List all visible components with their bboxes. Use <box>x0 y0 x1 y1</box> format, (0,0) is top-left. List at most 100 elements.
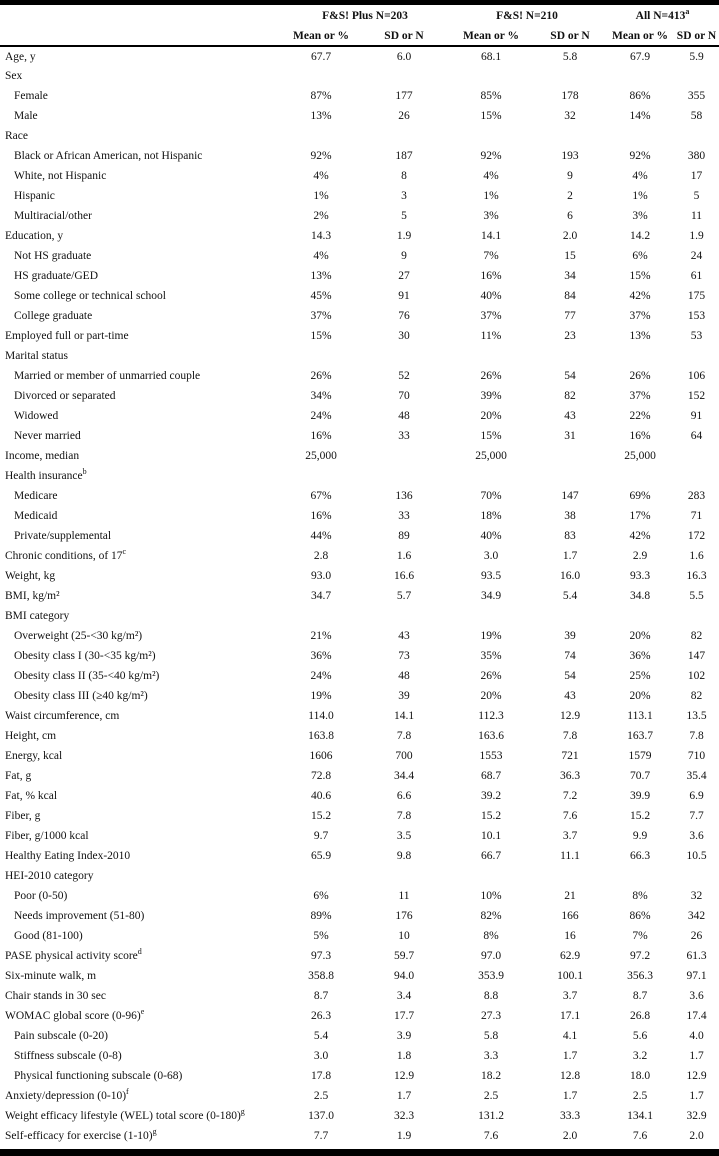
cell-value: 5 <box>401 210 407 222</box>
cell-value: 7.6 <box>562 810 578 822</box>
row-label: Hispanic <box>14 190 55 202</box>
cell-value: 7.7 <box>313 1130 329 1142</box>
cell-value <box>448 346 534 366</box>
row-label: Waist circumference, cm <box>5 710 120 722</box>
cell-value: 86% <box>629 910 651 922</box>
cell-value: 91 <box>690 410 703 422</box>
row-footnote-marker: c <box>122 547 127 557</box>
cell-value <box>360 466 448 486</box>
cell-value: 37% <box>310 310 332 322</box>
cell-value: 45% <box>310 290 332 302</box>
table-body: Age, y 67.7 6.0 68.1 5.8 67.9 5.9 Sex Fe… <box>0 46 719 1146</box>
cell-value: 1.9 <box>689 230 704 242</box>
cell-value: 353.9 <box>478 970 504 982</box>
cell-value: 102 <box>687 670 706 682</box>
cell-value <box>360 866 448 886</box>
cell-value: 113.1 <box>627 710 653 722</box>
cell-value <box>606 346 674 366</box>
group-header-label: All N=413 <box>635 9 686 22</box>
row-label: Divorced or separated <box>14 390 116 402</box>
subheader-sd-3: SD or N <box>676 29 717 42</box>
cell-value: 16.0 <box>559 570 581 582</box>
table-row: Healthy Eating Index-2010 65.9 9.8 66.7 … <box>0 846 719 866</box>
table-row: Medicare 67% 136 70% 147 69% 283 <box>0 486 719 506</box>
cell-value: 15% <box>629 270 651 282</box>
cell-value: 4% <box>313 170 329 182</box>
cell-value: 1553 <box>479 750 503 762</box>
row-label: Medicare <box>14 490 58 502</box>
cell-value: 26.3 <box>310 1010 332 1022</box>
cell-value: 137.0 <box>308 1110 334 1122</box>
cell-value: 193 <box>561 150 579 162</box>
cell-value: 66.3 <box>629 850 651 862</box>
cell-value: 82 <box>690 630 703 642</box>
cell-value: 8.7 <box>632 990 648 1002</box>
cell-value: 48 <box>398 410 410 422</box>
cell-value: 5.6 <box>632 1030 648 1042</box>
cell-value: 74 <box>564 650 576 662</box>
row-label: Some college or technical school <box>14 290 167 302</box>
table-row: Good (81-100) 5% 10 8% 16 7% 26 <box>0 926 719 946</box>
cell-value: 17 <box>690 170 703 182</box>
cell-value: 721 <box>561 750 579 762</box>
table-row: Waist circumference, cm 114.0 14.1 112.3… <box>0 706 719 726</box>
cell-value: 40.6 <box>310 790 332 802</box>
cell-value: 1.7 <box>562 550 578 562</box>
cell-value: 92% <box>629 150 651 162</box>
cell-value: 8% <box>483 930 499 942</box>
cell-value: 1.7 <box>689 1090 704 1102</box>
cell-value: 65.9 <box>310 850 332 862</box>
cell-value: 11% <box>480 330 502 342</box>
row-label: Overweight (25-<30 kg/m²) <box>14 630 143 642</box>
cell-value <box>282 126 360 146</box>
cell-value: 87% <box>310 90 332 102</box>
row-label: Pain subscale (0-20) <box>14 1030 108 1042</box>
cell-value: 7.8 <box>396 730 412 742</box>
cell-value: 42% <box>629 290 651 302</box>
table-row: Height, cm 163.8 7.8 163.6 7.8 163.7 7.8 <box>0 726 719 746</box>
cell-value: 2% <box>313 210 329 222</box>
table-row: Hispanic 1% 3 1% 2 1% 5 <box>0 186 719 206</box>
cell-value: 700 <box>395 750 413 762</box>
cell-value: 1% <box>313 190 329 202</box>
cell-value: 36% <box>310 650 332 662</box>
cell-value: 18% <box>480 510 502 522</box>
cell-value: 91 <box>398 290 410 302</box>
cell-value: 178 <box>561 90 579 102</box>
row-label: Fat, g <box>5 770 32 782</box>
cell-value: 7% <box>483 250 499 262</box>
cell-value: 34.9 <box>480 590 502 602</box>
cell-value: 34% <box>310 390 332 402</box>
table-row: Not HS graduate 4% 9 7% 15 6% 24 <box>0 246 719 266</box>
cell-value: 176 <box>395 910 413 922</box>
cell-value: 2.9 <box>632 550 648 562</box>
table-row: Employed full or part-time 15% 30 11% 23… <box>0 326 719 346</box>
cell-value: 24% <box>310 410 332 422</box>
table-row: Obesity class III (≥40 kg/m²) 19% 39 20%… <box>0 686 719 706</box>
cell-value <box>606 126 674 146</box>
cell-value: 36.3 <box>559 770 581 782</box>
cell-value: 283 <box>687 490 706 502</box>
cell-value: 33.3 <box>559 1110 581 1122</box>
cell-value: 175 <box>687 290 706 302</box>
row-label: Health insuranceb <box>5 467 87 482</box>
cell-value: 114.0 <box>308 710 334 722</box>
cell-value: 7.6 <box>632 1130 648 1142</box>
header-sub-row: Mean or % SD or N Mean or % SD or N Mean… <box>0 26 719 46</box>
row-label: WOMAC global score (0-96)e <box>5 1007 145 1022</box>
group-header-footnote: a <box>685 6 690 16</box>
cell-value: 17.7 <box>393 1010 415 1022</box>
row-label: Race <box>5 130 28 142</box>
cell-value: 3.4 <box>396 990 412 1002</box>
group-header-label: F&S! Plus N=203 <box>322 9 408 22</box>
cell-value: 26% <box>480 670 502 682</box>
cell-value: 27.3 <box>480 1010 502 1022</box>
row-label: Physical functioning subscale (0-68) <box>14 1070 183 1082</box>
table-row: PASE physical activity scored 97.3 59.7 … <box>0 946 719 966</box>
cell-value: 7.8 <box>689 730 704 742</box>
cell-value: 25% <box>629 670 651 682</box>
cell-value: 5.9 <box>689 50 704 63</box>
cell-value: 3 <box>401 190 407 202</box>
cell-value: 9.7 <box>313 830 329 842</box>
cell-value: 66.7 <box>480 850 502 862</box>
